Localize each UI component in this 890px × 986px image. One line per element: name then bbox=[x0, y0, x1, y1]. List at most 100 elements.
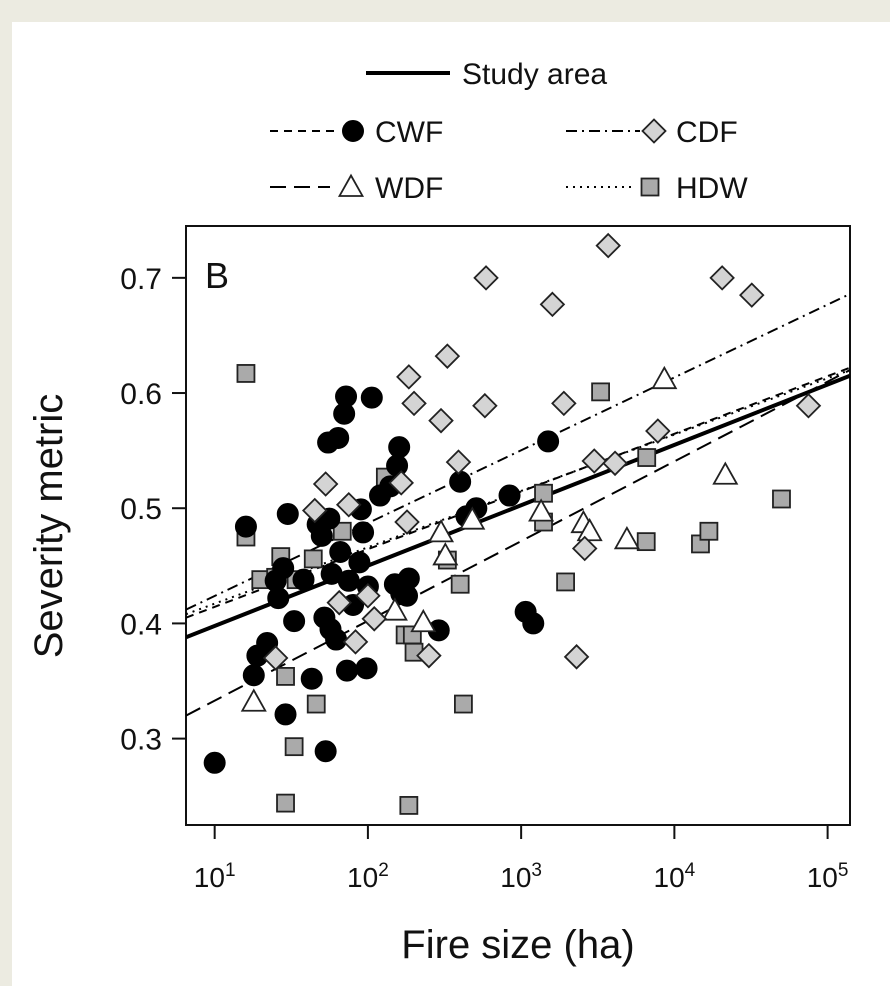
data-point-cdf bbox=[312, 471, 339, 497]
data-point-cwf bbox=[256, 631, 279, 654]
data-point-cdf bbox=[445, 449, 472, 475]
legend-label-cwf: CWF bbox=[375, 116, 443, 149]
data-point-cdf bbox=[361, 606, 388, 632]
data-point-hdw bbox=[303, 549, 323, 569]
data-point-cwf bbox=[386, 454, 409, 477]
data-point-cwf bbox=[537, 430, 560, 453]
data-point-cwf bbox=[283, 610, 306, 633]
data-point-cwf bbox=[355, 657, 378, 680]
legend-marker-cdf bbox=[641, 118, 667, 144]
data-point-hdw bbox=[276, 793, 295, 813]
data-point-cwf bbox=[335, 659, 358, 682]
y-axis-label: Severity metric bbox=[27, 394, 71, 659]
data-point-cwf bbox=[272, 557, 295, 580]
data-point-cdf bbox=[645, 418, 671, 444]
data-point-cwf bbox=[397, 567, 420, 590]
data-point-cdf bbox=[539, 291, 566, 318]
data-point-wdf bbox=[528, 498, 555, 522]
data-points bbox=[203, 232, 822, 815]
data-point-cwf bbox=[325, 628, 348, 651]
fit-line-hdw bbox=[186, 369, 850, 616]
data-point-wdf bbox=[576, 517, 603, 542]
data-point-cwf bbox=[300, 667, 323, 690]
data-point-cwf bbox=[449, 470, 472, 493]
data-point-hdw bbox=[556, 572, 575, 592]
data-point-cwf bbox=[335, 385, 358, 408]
data-point-cdf bbox=[571, 535, 598, 562]
data-point-cdf bbox=[563, 644, 590, 670]
data-point-hdw bbox=[236, 364, 256, 383]
data-point-cwf bbox=[337, 569, 360, 592]
data-point-hdw bbox=[637, 448, 657, 467]
x-tick-label: 102 bbox=[347, 860, 389, 893]
data-point-hdw bbox=[534, 483, 553, 503]
data-point-wdf bbox=[381, 597, 408, 621]
data-point-cwf bbox=[388, 436, 411, 459]
data-point-cdf bbox=[301, 497, 328, 524]
fit-line-cdf bbox=[186, 293, 850, 611]
data-point-cdf bbox=[602, 450, 628, 477]
data-point-cwf bbox=[234, 515, 257, 538]
data-point-wdf bbox=[651, 365, 678, 390]
data-point-cdf bbox=[262, 645, 289, 671]
data-point-cwf bbox=[360, 386, 383, 409]
data-point-cwf bbox=[498, 484, 521, 507]
x-axis: 101 102 103 104 105 bbox=[194, 825, 849, 893]
data-point-cdf bbox=[472, 392, 498, 419]
plot-frame bbox=[185, 225, 851, 826]
legend: Study area CWF CDF WDF HDW bbox=[270, 58, 748, 205]
x-axis-label: Fire size (ha) bbox=[401, 923, 634, 967]
data-point-wdf bbox=[427, 519, 455, 543]
y-tick-label: 0.3 bbox=[120, 724, 162, 757]
data-point-cdf bbox=[388, 470, 415, 496]
data-point-cdf bbox=[335, 491, 362, 518]
data-point-hdw bbox=[450, 574, 470, 594]
data-point-cwf bbox=[348, 551, 371, 574]
panel-label: B bbox=[205, 255, 229, 296]
data-point-cdf bbox=[595, 232, 621, 259]
y-tick-label: 0.6 bbox=[120, 378, 162, 411]
data-point-cdf bbox=[795, 392, 822, 419]
data-point-cdf bbox=[428, 407, 454, 434]
data-point-cdf bbox=[355, 582, 381, 609]
legend-marker-hdw bbox=[640, 177, 660, 197]
data-point-wdf bbox=[712, 461, 739, 485]
data-point-cdf bbox=[551, 390, 577, 417]
x-tick-label: 105 bbox=[807, 860, 849, 893]
data-point-hdw bbox=[276, 667, 295, 686]
data-point-cdf bbox=[416, 642, 442, 669]
legend-marker-cwf bbox=[342, 120, 364, 142]
data-point-wdf bbox=[410, 608, 437, 633]
data-point-cwf bbox=[314, 740, 337, 763]
data-point-hdw bbox=[699, 521, 719, 541]
legend-label-hdw: HDW bbox=[676, 172, 748, 205]
data-point-wdf bbox=[613, 525, 640, 550]
data-point-cwf bbox=[352, 521, 375, 544]
data-point-cwf bbox=[329, 540, 352, 563]
data-point-cdf bbox=[401, 390, 427, 417]
y-tick-label: 0.4 bbox=[120, 608, 162, 641]
data-point-cdf bbox=[394, 509, 420, 535]
data-point-cdf bbox=[709, 265, 735, 291]
data-point-cwf bbox=[203, 751, 226, 774]
y-tick-label: 0.7 bbox=[120, 263, 162, 296]
data-point-hdw bbox=[772, 489, 791, 509]
data-point-hdw bbox=[306, 694, 326, 714]
data-point-hdw bbox=[399, 796, 419, 815]
data-point-cdf bbox=[473, 265, 499, 291]
data-point-cwf bbox=[292, 568, 315, 591]
data-point-cwf bbox=[242, 664, 265, 687]
legend-label-cdf: CDF bbox=[676, 116, 738, 149]
data-point-hdw bbox=[284, 737, 304, 757]
data-point-cdf bbox=[326, 589, 353, 616]
x-tick-label: 101 bbox=[194, 860, 236, 893]
data-point-wdf bbox=[240, 688, 267, 712]
x-tick-label: 103 bbox=[500, 860, 542, 893]
data-point-cwf bbox=[327, 426, 350, 449]
legend-label-study-area: Study area bbox=[462, 58, 607, 91]
data-point-cdf bbox=[396, 364, 422, 390]
legend-label-wdf: WDF bbox=[375, 172, 443, 205]
data-point-cdf bbox=[434, 343, 461, 369]
fit-line-wdf bbox=[186, 369, 850, 717]
